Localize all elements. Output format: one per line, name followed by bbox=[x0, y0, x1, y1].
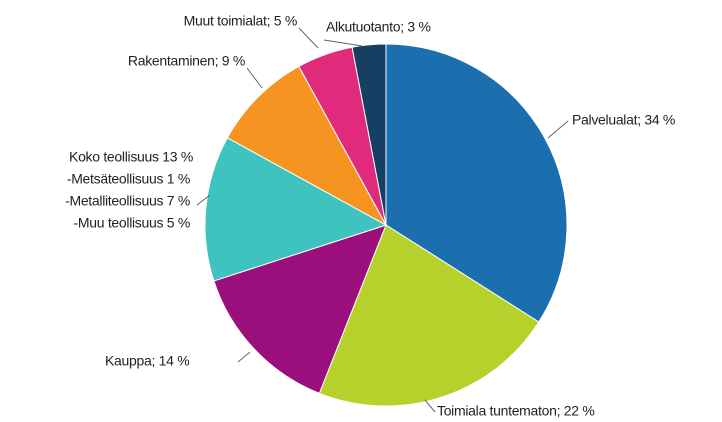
pie-slice bbox=[351, 43, 387, 226]
pie-slice bbox=[226, 65, 388, 227]
leader-line bbox=[237, 351, 251, 363]
slice-label: Alkutuotanto; 3 % bbox=[326, 19, 431, 35]
slice-label: Koko teollisuus 13 % bbox=[69, 149, 193, 165]
leader-line bbox=[298, 27, 319, 49]
slice-label: Muut toimialat; 5 % bbox=[184, 13, 297, 29]
slice-label: Palvelualat; 34 % bbox=[572, 112, 675, 128]
pie-slice bbox=[204, 137, 388, 282]
leader-line bbox=[246, 67, 263, 89]
annotation: -Metsäteollisuus 1 % bbox=[67, 171, 190, 187]
pie-slice bbox=[385, 43, 568, 323]
annotation: -Muu teollisuus 5 % bbox=[74, 215, 190, 231]
pie-slice bbox=[318, 224, 540, 407]
leader-line bbox=[547, 120, 569, 139]
leader-line bbox=[424, 399, 436, 413]
slice-label: Toimiala tuntematon; 22 % bbox=[437, 403, 594, 419]
slice-label: Rakentaminen; 9 % bbox=[128, 53, 245, 69]
leader-line bbox=[196, 194, 211, 206]
slice-label: Kauppa; 14 % bbox=[105, 353, 189, 369]
leader-line bbox=[323, 39, 363, 47]
annotation: -Metalliteollisuus 7 % bbox=[65, 193, 190, 209]
